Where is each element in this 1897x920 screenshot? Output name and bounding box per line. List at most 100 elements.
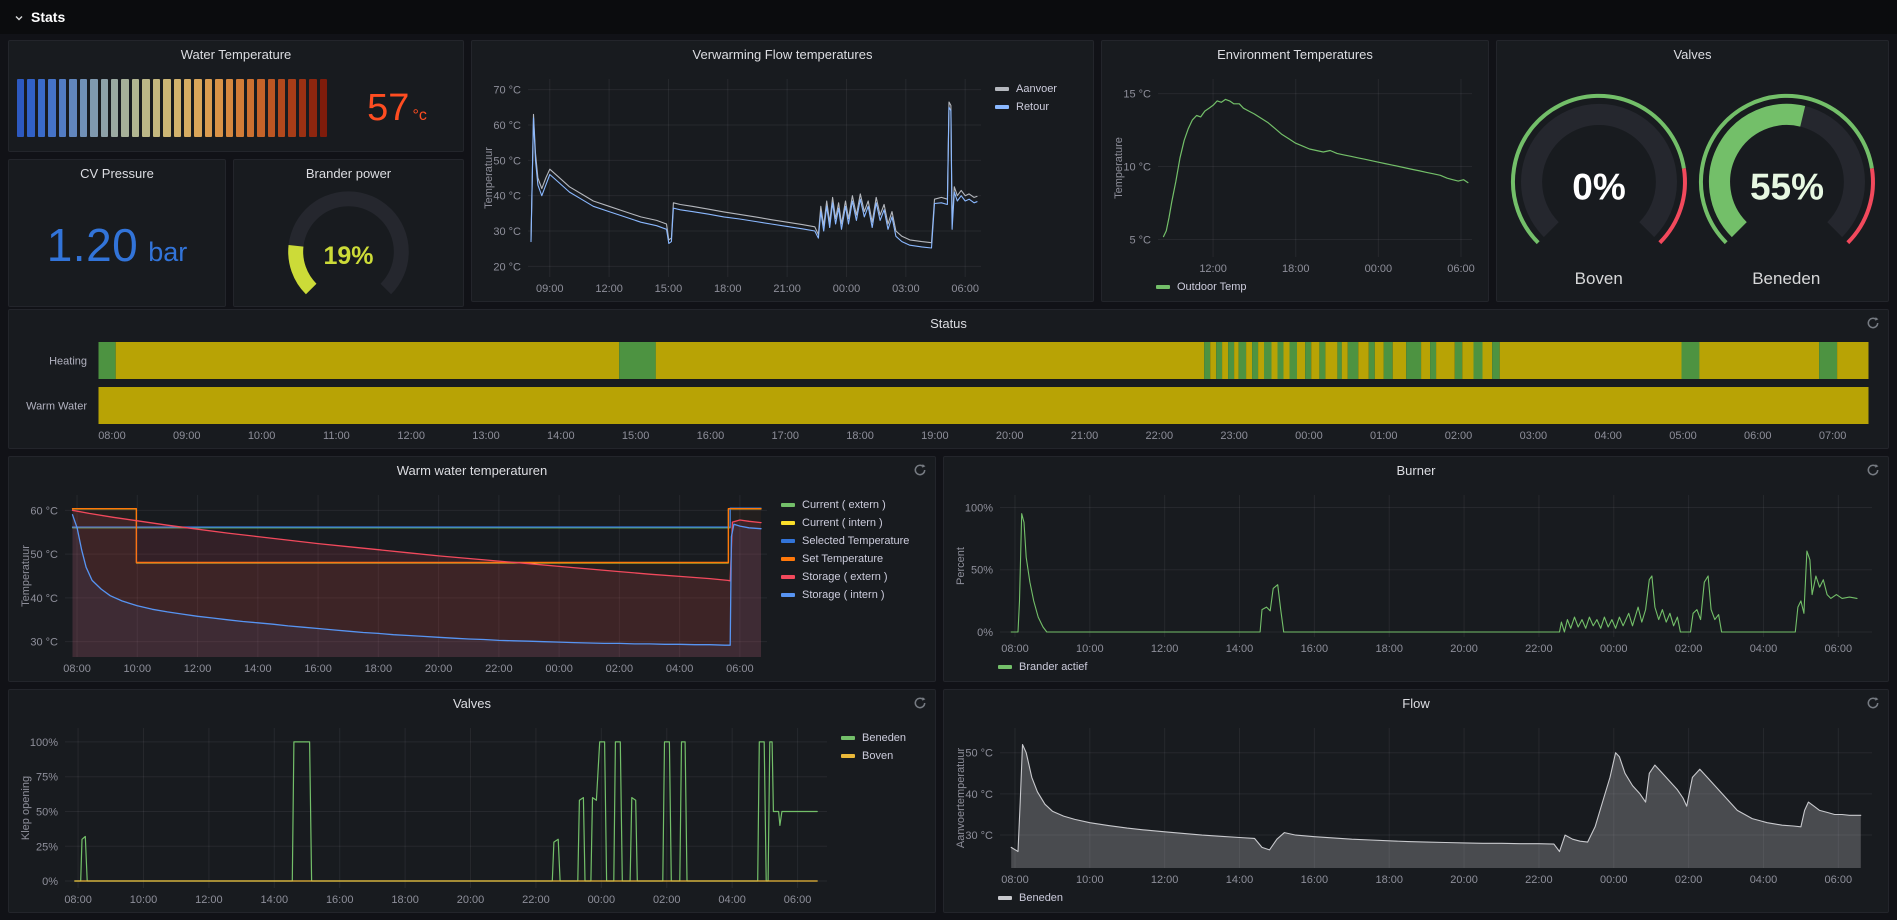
legend-item[interactable]: Boven [841, 750, 927, 762]
svg-text:10 °C: 10 °C [1123, 162, 1151, 174]
chevron-down-icon [15, 16, 23, 21]
dashboard-grid: Water Temperature 57 °c CV Pressure 1.20 [0, 34, 1897, 915]
legend-item[interactable]: Current ( intern ) [781, 517, 927, 529]
panel-title-verwarming-flow[interactable]: Verwarming Flow temperatures [692, 46, 873, 62]
burner-chart[interactable]: 08:00 10:00 12:00 14:00 16:00 18:00 20:00 22:00… [952, 485, 1880, 677]
refresh-icon[interactable] [913, 696, 927, 710]
plot-area[interactable]: 08:00 10:00 12:00 14:00 16:00 18:00 20:00 22:00… [17, 485, 775, 677]
legend-item[interactable]: Storage ( intern ) [781, 589, 927, 601]
plot-area[interactable]: 09:00 12:00 15:00 18:00 21:00 00:00 03:00 06:00… [480, 69, 989, 297]
plot-area[interactable]: 12:00 18:00 00:00 06:00 5 °C 10 °C 15 °C Temper… [1110, 69, 1480, 277]
water-temperature-heatmap [17, 79, 328, 137]
panel-verwarming-flow: Verwarming Flow temperatures 09:00 12:00 1… [471, 40, 1094, 302]
environment-chart[interactable]: 12:00 18:00 00:00 06:00 5 °C 10 °C 15 °C Temper… [1110, 69, 1480, 297]
panel-warm-water: Warm water temperaturen 08:00 10:00 12:00 1… [8, 456, 936, 682]
legend: Brander actief [952, 657, 1880, 677]
verwarming-flow-chart[interactable]: 09:00 12:00 15:00 18:00 21:00 00:00 03:00 06:00… [480, 69, 1085, 297]
plot-area[interactable]: 08:00 10:00 12:00 14:00 16:00 18:00 20:00 22:00… [952, 718, 1880, 888]
refresh-icon[interactable] [913, 463, 927, 477]
refresh-icon[interactable] [1866, 316, 1880, 330]
svg-text:21:00: 21:00 [773, 283, 801, 295]
legend-item[interactable]: Retour [995, 101, 1085, 113]
svg-text:06:00: 06:00 [726, 663, 754, 675]
svg-text:09:00: 09:00 [536, 283, 564, 295]
svg-text:20:00: 20:00 [996, 430, 1024, 442]
refresh-icon[interactable] [1866, 463, 1880, 477]
legend-label: Boven [862, 750, 894, 762]
svg-text:16:00: 16:00 [304, 663, 332, 675]
legend-item[interactable]: Beneden [998, 892, 1063, 904]
svg-text:21:00: 21:00 [1071, 430, 1099, 442]
svg-text:08:00: 08:00 [63, 663, 91, 675]
legend-item[interactable]: Selected Temperature [781, 535, 927, 547]
panel-title-brander-power[interactable]: Brander power [305, 165, 392, 181]
legend-item[interactable]: Storage ( extern ) [781, 571, 927, 583]
legend-item[interactable]: Outdoor Temp [1156, 281, 1247, 293]
row-toggle-stats[interactable]: Stats [14, 9, 65, 25]
svg-text:0%: 0% [1572, 166, 1625, 207]
svg-text:15:00: 15:00 [655, 283, 683, 295]
svg-text:14:00: 14:00 [244, 663, 272, 675]
legend-item[interactable]: Aanvoer [995, 83, 1085, 95]
valves-chart[interactable]: 08:00 10:00 12:00 14:00 16:00 18:00 20:00 22:00… [17, 718, 927, 908]
heatmap-cell [194, 79, 202, 137]
svg-text:15 °C: 15 °C [1123, 89, 1151, 101]
heatmap-cell [204, 79, 213, 137]
series-color-swatch [841, 736, 855, 740]
svg-text:22:00: 22:00 [1146, 430, 1174, 442]
svg-text:06:00: 06:00 [1825, 643, 1853, 655]
svg-text:06:00: 06:00 [1447, 263, 1475, 275]
legend-item[interactable]: Brander actief [998, 661, 1087, 673]
heatmap-cell [225, 79, 234, 137]
svg-text:Klep opening: Klep opening [20, 776, 32, 840]
svg-text:02:00: 02:00 [1675, 874, 1703, 886]
svg-text:10:00: 10:00 [1076, 874, 1104, 886]
svg-text:10:00: 10:00 [248, 430, 276, 442]
svg-text:20:00: 20:00 [1450, 643, 1478, 655]
panel-title-valves-timeseries[interactable]: Valves [452, 695, 492, 711]
svg-text:22:00: 22:00 [1525, 643, 1553, 655]
plot-area[interactable]: 08:00 10:00 12:00 14:00 16:00 18:00 20:00 22:00… [17, 718, 835, 908]
panel-title-burner[interactable]: Burner [1396, 462, 1436, 478]
heatmap-cell [246, 79, 255, 137]
heatmap-cell [90, 79, 98, 137]
svg-text:08:00: 08:00 [1001, 643, 1029, 655]
svg-text:50%: 50% [971, 565, 993, 577]
status-timeline[interactable]: Heating Warm Water 08:00 09:00 10:00 11:00 12:… [17, 338, 1880, 444]
svg-text:00:00: 00:00 [1600, 643, 1628, 655]
series-color-swatch [781, 593, 795, 597]
beneden-gauge: 55% [1693, 69, 1881, 269]
legend-item[interactable]: Current ( extern ) [781, 499, 927, 511]
svg-text:18:00: 18:00 [1375, 643, 1403, 655]
panel-title-flow[interactable]: Flow [1402, 695, 1430, 711]
heatmap-cell [121, 79, 129, 137]
plot-area[interactable]: 08:00 10:00 12:00 14:00 16:00 18:00 20:00 22:00… [952, 485, 1880, 657]
svg-text:06:00: 06:00 [784, 894, 812, 906]
warm-water-chart[interactable]: 08:00 10:00 12:00 14:00 16:00 18:00 20:00 22:00… [17, 485, 927, 677]
legend-label: Outdoor Temp [1177, 281, 1247, 293]
legend-item[interactable]: Beneden [841, 732, 927, 744]
svg-text:19:00: 19:00 [921, 430, 949, 442]
panel-title-environment[interactable]: Environment Temperatures [1217, 46, 1373, 62]
legend: Outdoor Temp [1110, 277, 1480, 297]
series-color-swatch [1156, 285, 1170, 289]
panel-title-valves-gauges[interactable]: Valves [1673, 46, 1712, 62]
series-color-swatch [781, 503, 795, 507]
legend: Beneden Boven [835, 718, 927, 908]
refresh-icon[interactable] [1866, 696, 1880, 710]
panel-title-water-temperature[interactable]: Water Temperature [180, 46, 292, 62]
panel-title-cv-pressure[interactable]: CV Pressure [80, 165, 154, 181]
svg-text:Temperature: Temperature [1113, 137, 1125, 199]
panel-title-status[interactable]: Status [930, 315, 967, 331]
chart-canvas: 08:00 10:00 12:00 14:00 16:00 18:00 20:00 22:00… [955, 728, 1872, 886]
heatmap-cell [48, 79, 56, 137]
svg-text:14:00: 14:00 [547, 430, 575, 442]
svg-text:08:00: 08:00 [98, 430, 126, 442]
svg-text:02:00: 02:00 [1445, 430, 1473, 442]
svg-text:20:00: 20:00 [1450, 874, 1478, 886]
flow-chart[interactable]: 08:00 10:00 12:00 14:00 16:00 18:00 20:00 22:00… [952, 718, 1880, 908]
panel-water-temperature: Water Temperature 57 °c [8, 40, 464, 152]
legend-item[interactable]: Set Temperature [781, 553, 927, 565]
panel-title-warm-water[interactable]: Warm water temperaturen [396, 462, 548, 478]
heatmap-cell [79, 79, 88, 137]
